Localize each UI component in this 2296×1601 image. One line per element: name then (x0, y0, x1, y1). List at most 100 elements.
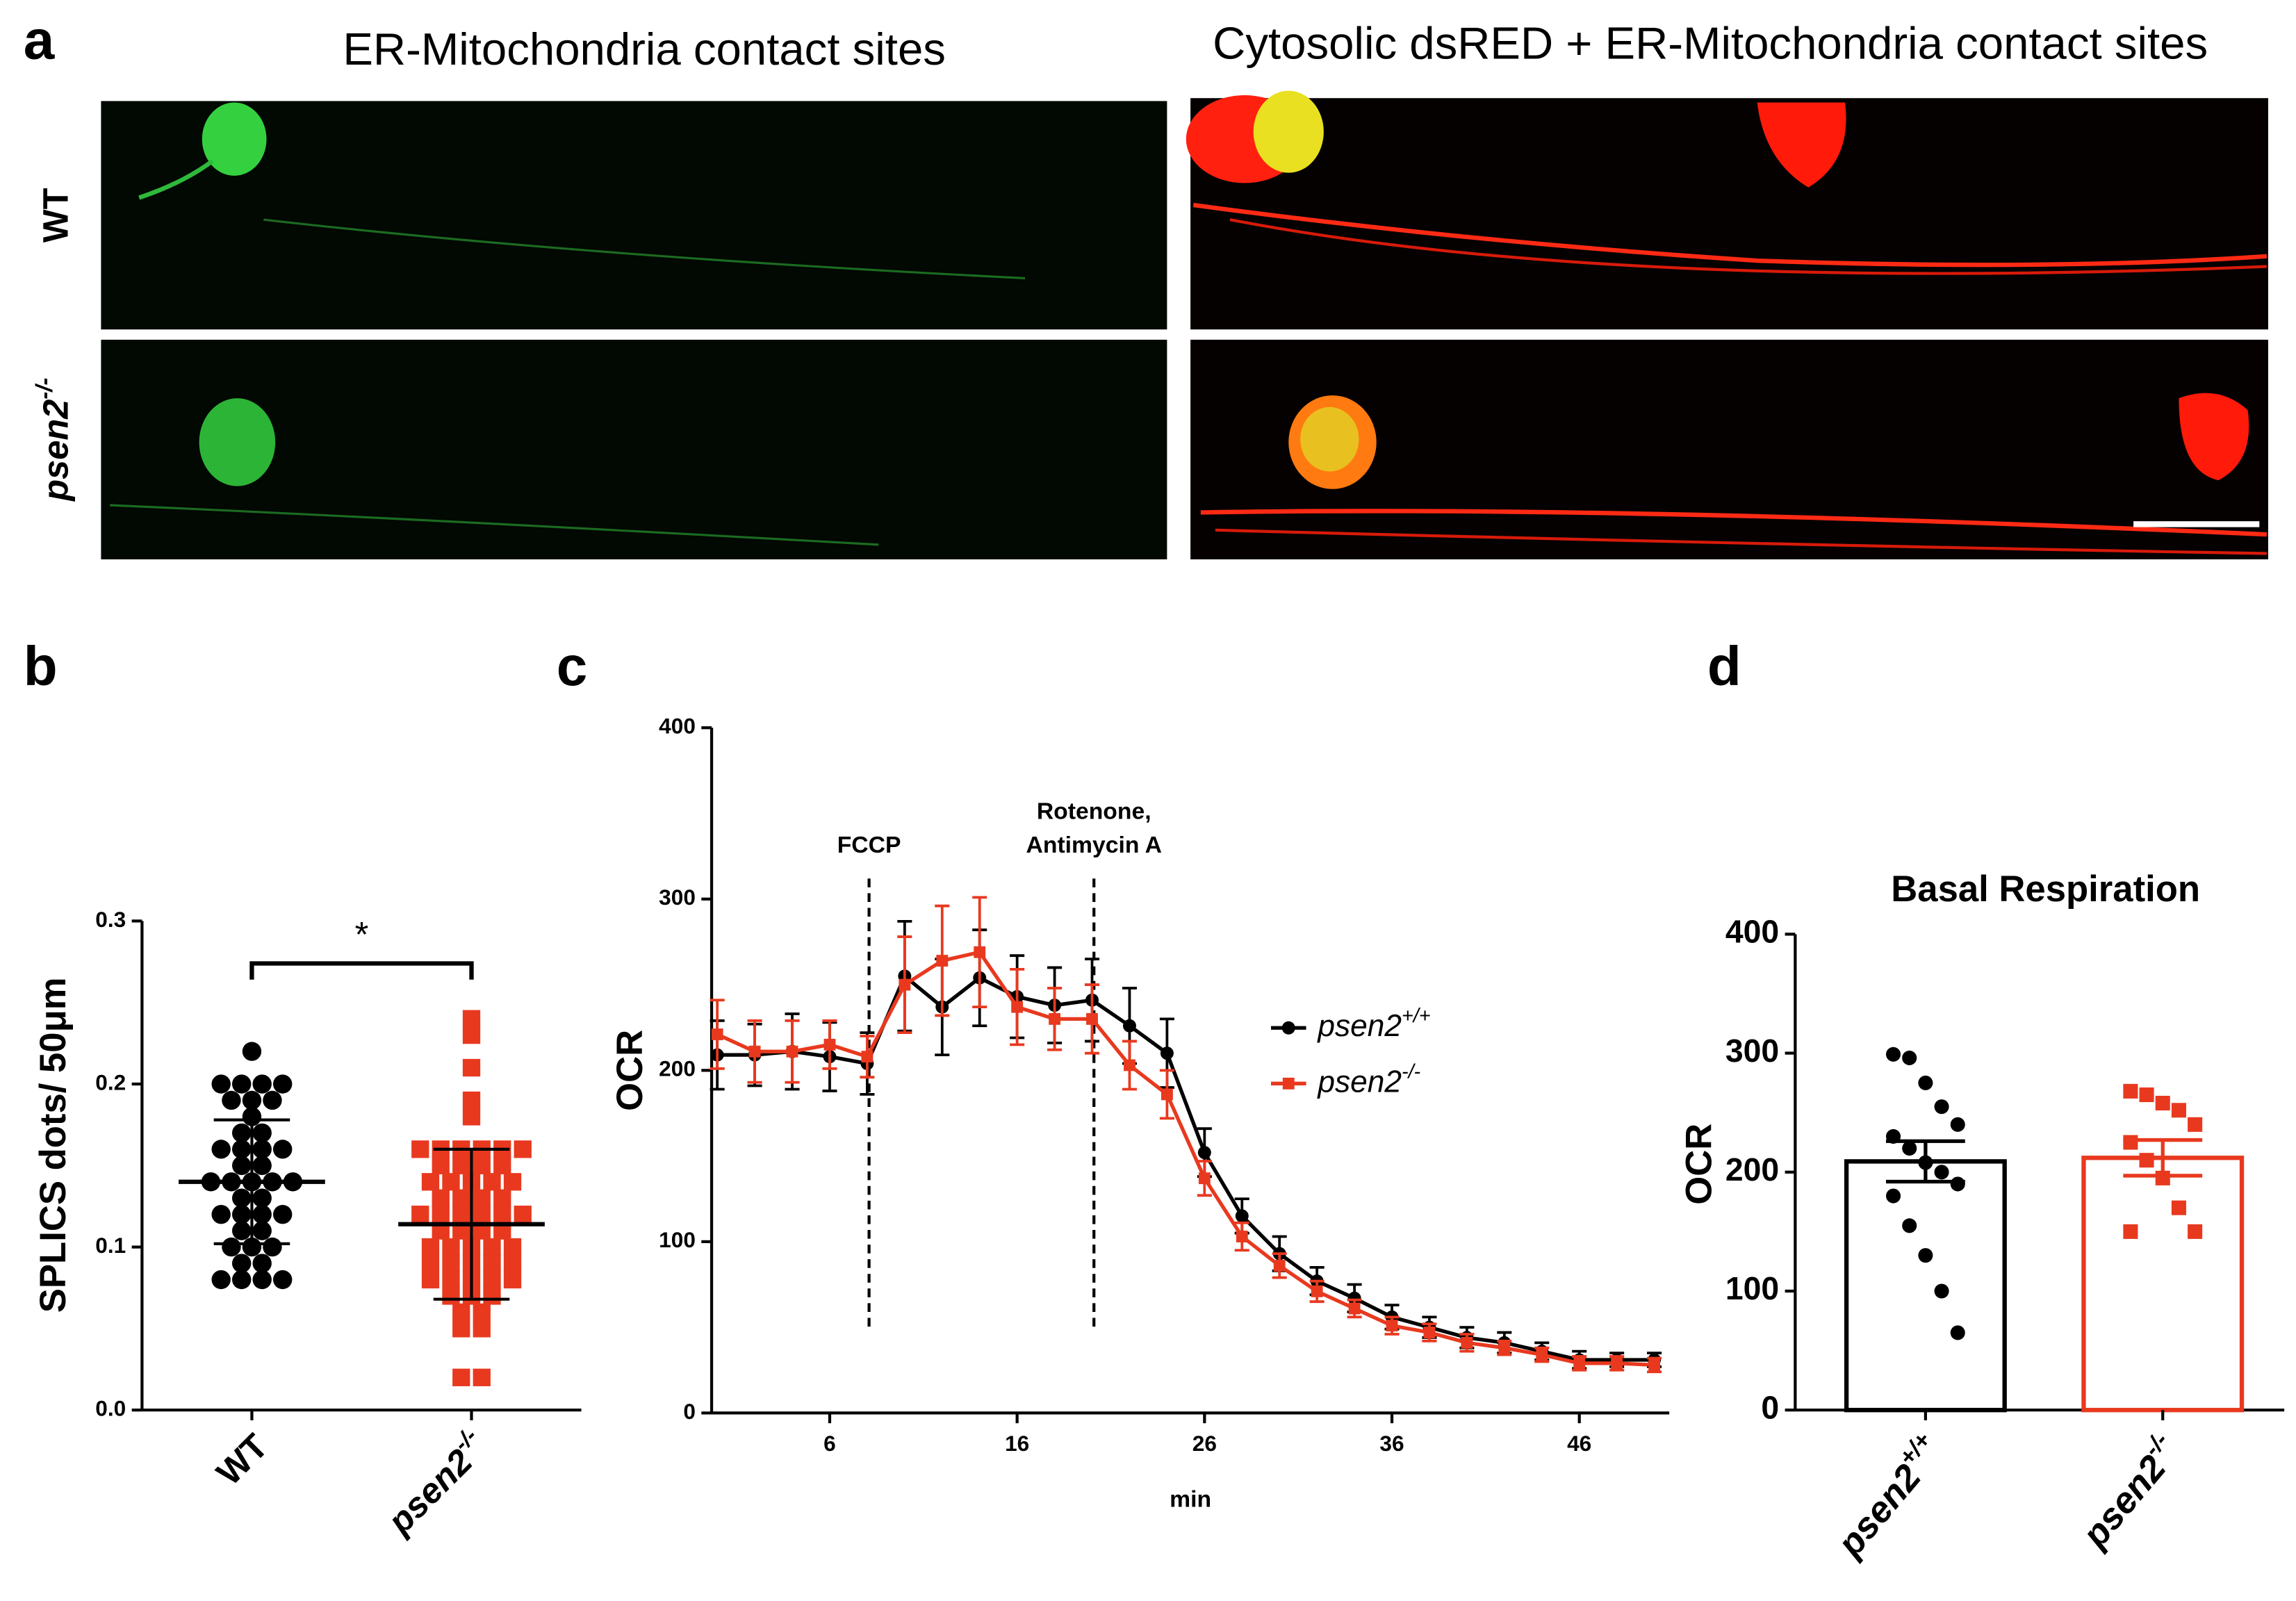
point (1648, 1358, 1660, 1371)
series-line (716, 950, 1655, 1368)
point (1347, 1291, 1361, 1305)
point (1011, 1001, 1024, 1013)
neurite (138, 159, 214, 200)
legend-label-base: psen2 (1316, 1065, 1402, 1099)
dot (211, 1074, 231, 1094)
dot (442, 1287, 460, 1305)
x-axis-label: min (1170, 1486, 1211, 1513)
dot (462, 1010, 481, 1028)
x-tick-label: 36 (1379, 1431, 1404, 1456)
point (1197, 1146, 1211, 1160)
dot (1886, 1046, 1901, 1062)
y-tick-label: 100 (1725, 1270, 1779, 1306)
sd-bar (213, 1118, 290, 1246)
dot (462, 1026, 481, 1044)
micrograph (101, 101, 1167, 330)
sd-bar (433, 1147, 510, 1301)
point (1161, 1088, 1173, 1101)
series-line (717, 973, 1655, 1362)
y-axis-label: OCR (609, 1030, 650, 1111)
cell-body (202, 102, 267, 176)
dot (1918, 1155, 1933, 1170)
row-label: psen2-/- (31, 378, 75, 502)
point (1498, 1342, 1511, 1354)
panel-label: a (24, 8, 56, 70)
y-axis-label: SPLICS dots/ 50μm (33, 977, 74, 1313)
dot (1886, 1128, 1901, 1144)
point (1198, 1172, 1211, 1185)
dot (503, 1270, 522, 1289)
point (1049, 1012, 1061, 1025)
x-tick-label-base: WT (209, 1426, 276, 1493)
dot (1886, 1188, 1901, 1204)
dot (421, 1254, 440, 1272)
dot (272, 1140, 293, 1159)
point (1124, 1059, 1135, 1072)
dot (483, 1254, 501, 1272)
point (786, 1045, 798, 1058)
y-tick-label: 0.3 (95, 907, 126, 932)
dot (242, 1107, 262, 1126)
dot (272, 1074, 293, 1094)
dot (432, 1206, 450, 1224)
dot (421, 1173, 440, 1191)
legend-label: psen2-/- (1316, 1060, 1420, 1099)
bar (2081, 1156, 2245, 1413)
dot (514, 1206, 532, 1224)
dot (252, 1204, 272, 1224)
dot (473, 1189, 491, 1207)
dot (442, 1173, 460, 1191)
point (1122, 1019, 1136, 1033)
dot (1934, 1165, 1949, 1180)
y-tick-label: 200 (1725, 1151, 1779, 1188)
dot (242, 1090, 262, 1110)
annotation-label: FCCP (837, 832, 901, 858)
dot (231, 1156, 252, 1176)
neurite (1229, 218, 2267, 275)
dot (462, 1058, 481, 1077)
dot (452, 1303, 470, 1322)
point (748, 1045, 761, 1058)
dot (2188, 1224, 2203, 1239)
point (1160, 1046, 1174, 1060)
point (1386, 1320, 1398, 1332)
dot (272, 1204, 293, 1224)
cell-body (2179, 393, 2249, 481)
dot (1950, 1117, 1965, 1132)
row-label: WT (36, 188, 76, 243)
dot (1934, 1099, 1949, 1115)
dot (211, 1270, 231, 1290)
dot (2188, 1117, 2203, 1132)
dot (242, 1237, 262, 1257)
y-tick-label: 300 (659, 885, 696, 910)
micrograph-group (101, 90, 2268, 559)
dot (252, 1270, 272, 1290)
dot (252, 1140, 272, 1159)
y-tick-label: 200 (659, 1056, 696, 1081)
dot (452, 1320, 470, 1338)
row-label-base: WT (36, 188, 76, 243)
legend-marker (1282, 1077, 1295, 1090)
dot (2155, 1170, 2170, 1185)
dot (1918, 1248, 1933, 1263)
dot (252, 1156, 272, 1176)
dot (231, 1123, 252, 1143)
dot (1902, 1050, 1917, 1065)
x-tick-label: psen2+/+ (1825, 1427, 1951, 1565)
dot (222, 1237, 241, 1257)
dot (2155, 1095, 2170, 1111)
point (1461, 1336, 1473, 1349)
dot (421, 1238, 440, 1256)
dot (263, 1237, 282, 1257)
point (1236, 1231, 1248, 1242)
dot (2139, 1087, 2154, 1103)
legend-label-sup: -/- (1402, 1060, 1420, 1083)
x-tick-label: psen2-/- (376, 1422, 495, 1542)
significance-label: * (355, 914, 369, 954)
annotation-label: Rotenone, (1037, 798, 1151, 824)
dot (473, 1206, 491, 1224)
dot (483, 1173, 501, 1191)
point (1611, 1357, 1623, 1370)
dot (231, 1204, 252, 1224)
point (1311, 1285, 1323, 1297)
